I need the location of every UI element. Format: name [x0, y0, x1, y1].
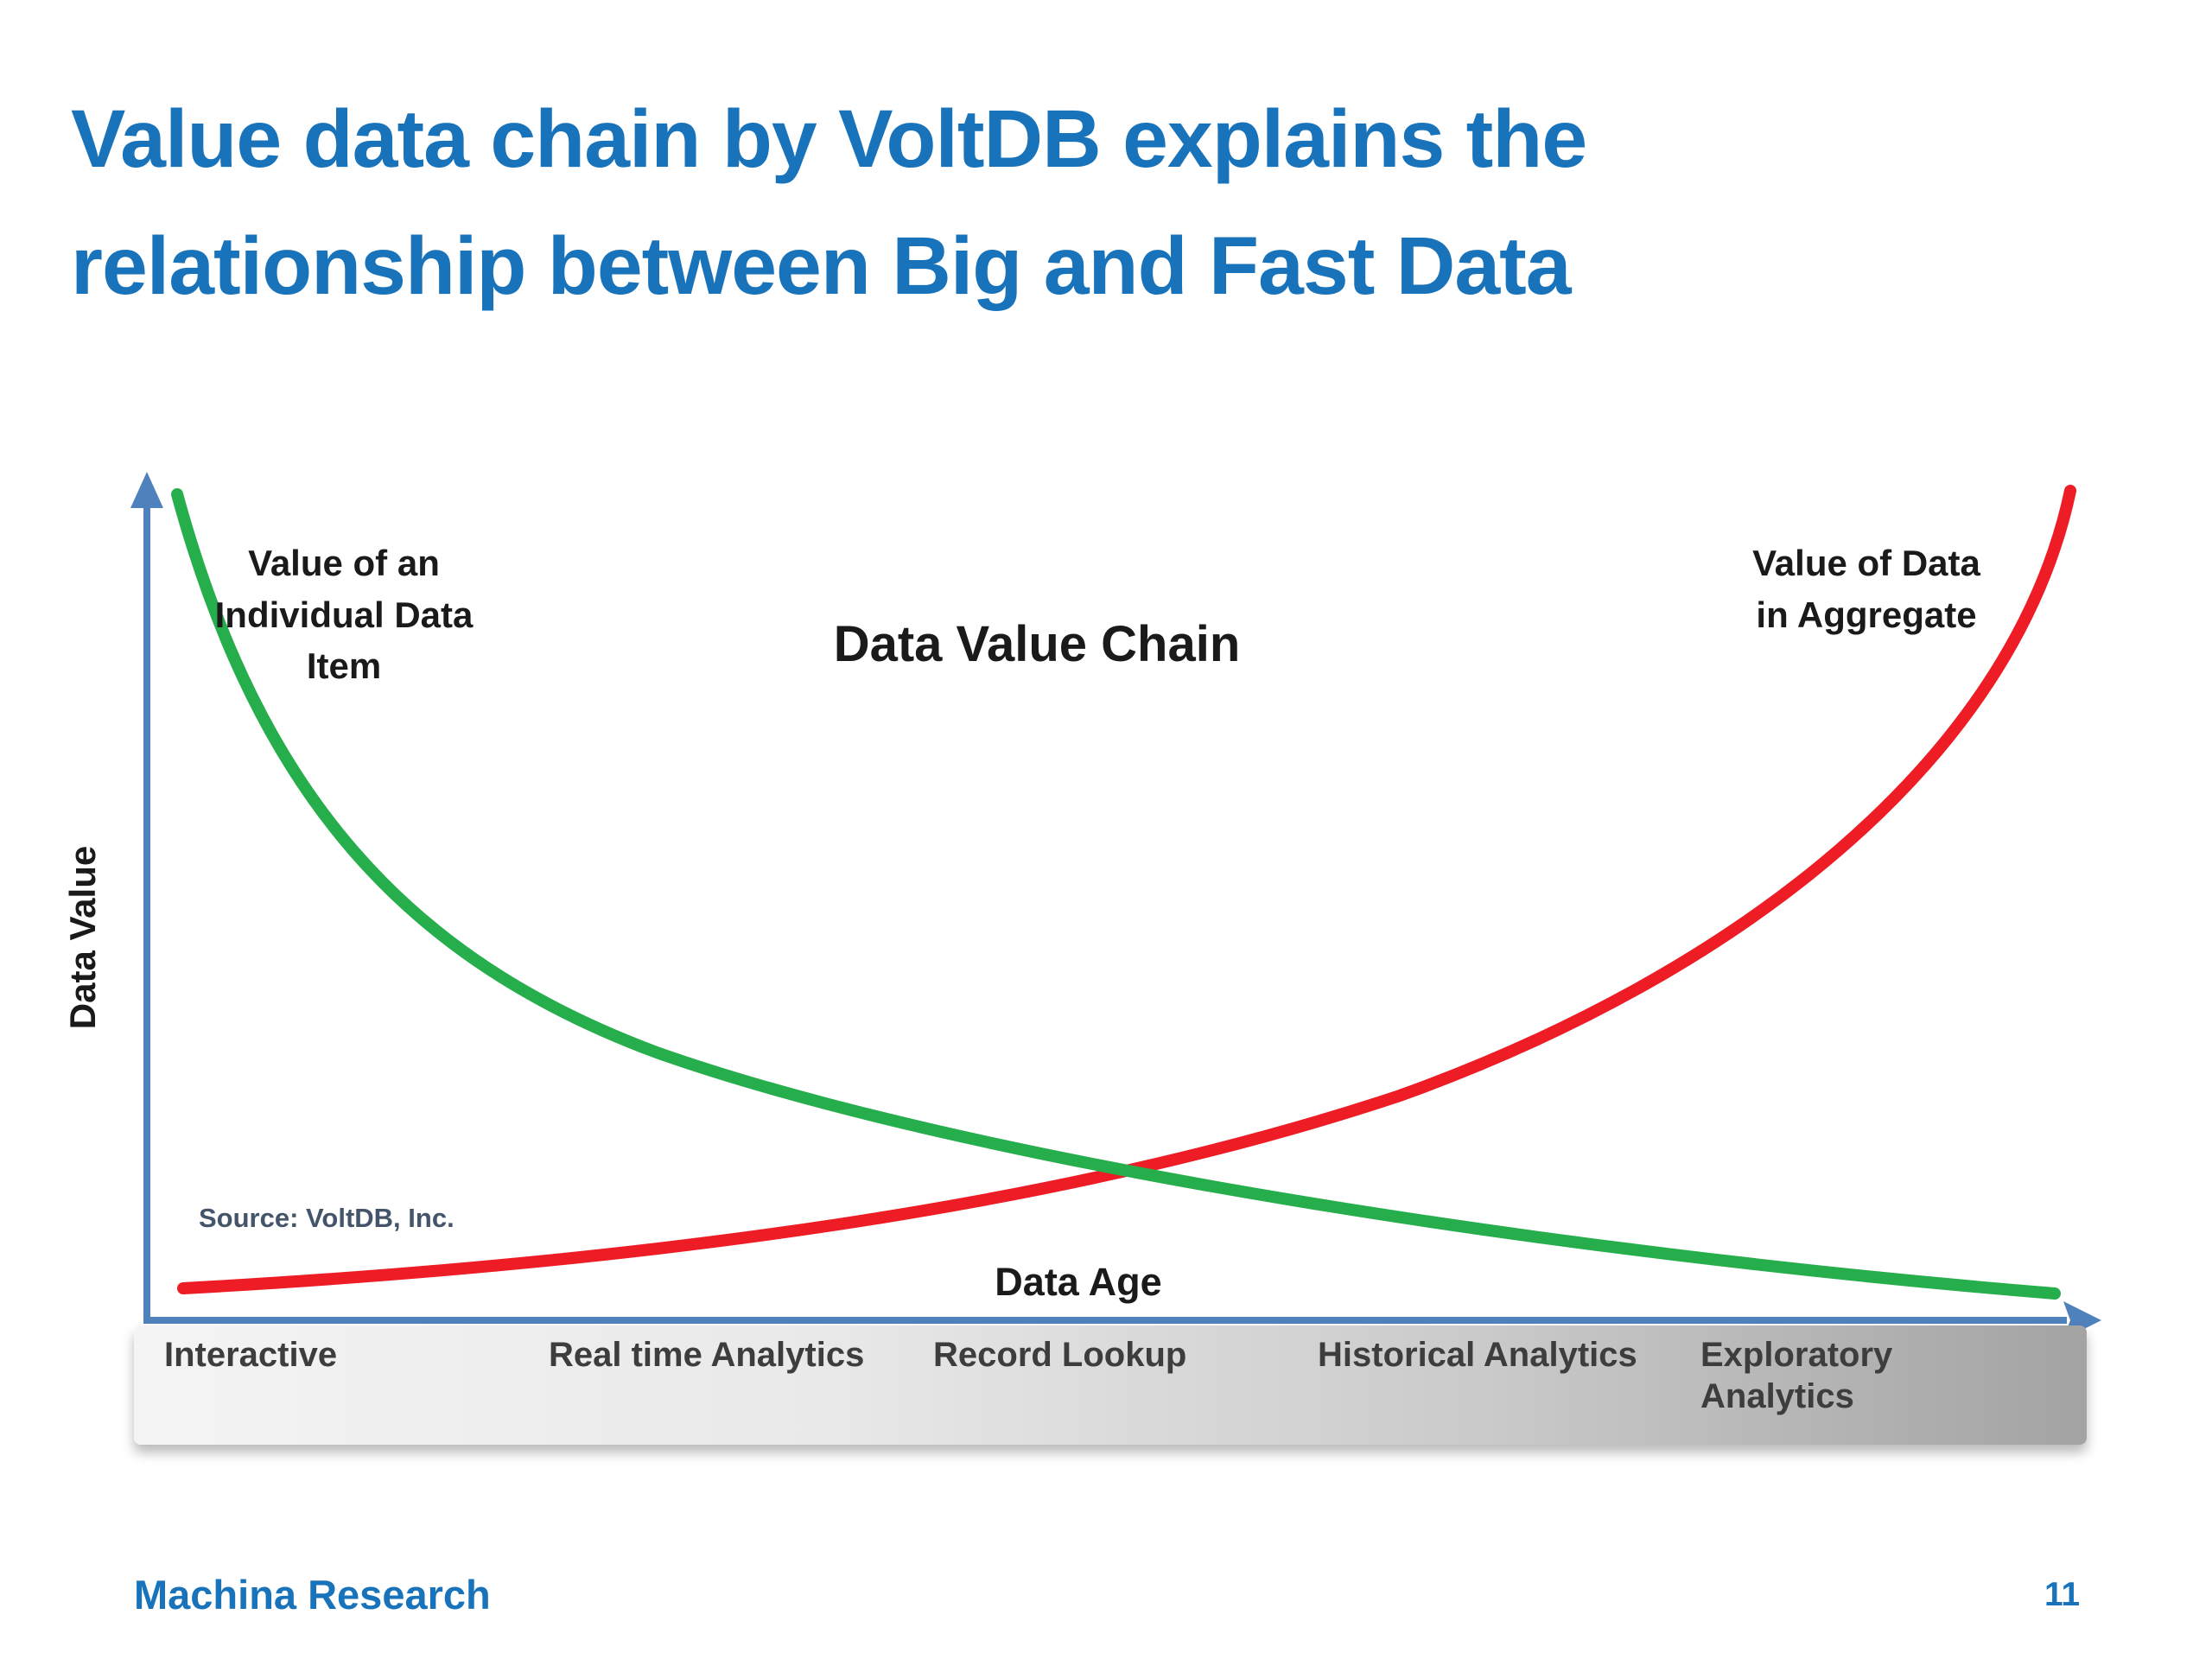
stage-label-real-time-analytics: Real time Analytics — [549, 1336, 865, 1374]
x-axis-title: Data Age — [995, 1260, 1162, 1304]
data-age-stage-bar: Interactive Real time Analytics Record L… — [134, 1325, 2087, 1445]
footer-brand: Machina Research — [134, 1572, 491, 1618]
chart-heading: Data Value Chain — [833, 616, 1241, 672]
stage-label-historical-analytics: Historical Analytics — [1318, 1336, 1637, 1374]
slide-title: Value data chain by VoltDB explains the … — [71, 93, 1587, 313]
y-axis-title: Data Value — [62, 845, 103, 1030]
stage-label-exploratory-analytics: Exploratory Analytics — [1700, 1336, 1893, 1415]
source-note: Source: VoltDB, Inc. — [199, 1203, 454, 1233]
y-axis-arrow-icon — [130, 472, 163, 508]
red-curve-label: Value of Data in Aggregate — [1752, 543, 1980, 635]
green-curve-label: Value of an Individual Data Item — [214, 543, 474, 687]
page-number: 11 — [2044, 1576, 2081, 1613]
stage-label-interactive: Interactive — [164, 1336, 338, 1374]
stage-label-record-lookup: Record Lookup — [933, 1336, 1187, 1374]
